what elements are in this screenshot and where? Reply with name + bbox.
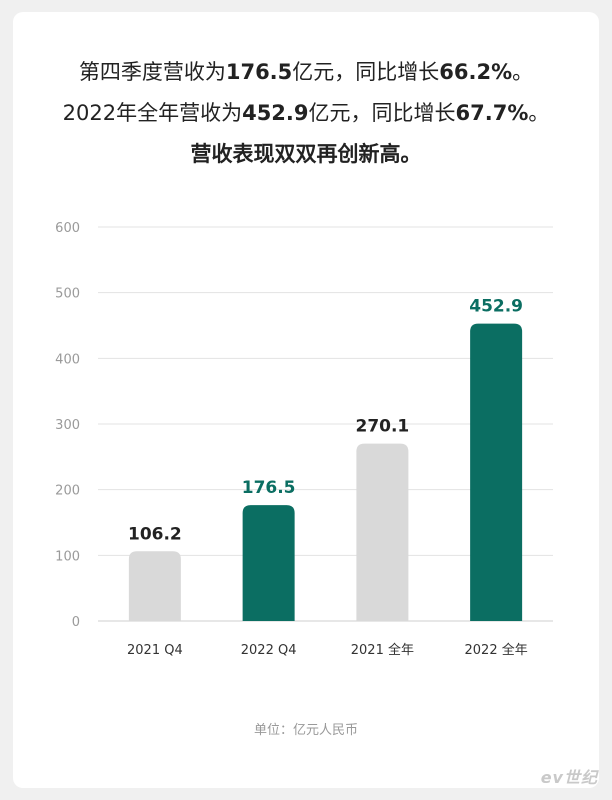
bar — [356, 443, 409, 621]
x-tick-label: 2021 Q4 — [127, 643, 183, 658]
y-tick-label: 200 — [55, 484, 80, 499]
headline-2-value-revenue: 452.9 — [242, 101, 309, 125]
headline-line-3: 营收表现双双再创新高。 — [190, 142, 422, 166]
headline-1-text-a: 第四季度营收为 — [78, 60, 226, 84]
headline-1-text-b: 亿元，同比增长 — [292, 60, 440, 84]
x-tick-label: 2022 全年 — [465, 642, 528, 658]
headline-2-value-growth: 67.7% — [455, 101, 529, 125]
x-tick-label: 2021 全年 — [351, 642, 414, 658]
y-tick-label: 400 — [55, 352, 80, 367]
bar — [470, 323, 523, 621]
unit-label: 单位：亿元人民币 — [253, 723, 358, 738]
headline-1-value-growth: 66.2% — [439, 60, 513, 84]
headline-2-text-c: 。 — [528, 101, 550, 125]
headline-1-value-revenue: 176.5 — [225, 60, 293, 84]
x-tick-label: 2022 Q4 — [241, 643, 297, 658]
headline-2-text-a: 2022年全年营收为 — [62, 101, 243, 125]
headline-1-text-c: 。 — [512, 60, 534, 84]
bar-value-label: 176.5 — [242, 478, 296, 498]
y-tick-label: 0 — [72, 615, 80, 630]
bar — [128, 551, 181, 621]
y-tick-label: 300 — [55, 418, 80, 433]
watermark-logo: ev世纪 — [540, 768, 598, 787]
bar-value-label: 270.1 — [355, 417, 409, 437]
headline-line-2: 2022年全年营收为452.9亿元，同比增长67.7%。 — [0, 98, 612, 128]
y-tick-label: 100 — [55, 549, 80, 564]
y-tick-label: 500 — [55, 287, 80, 302]
y-tick-label: 600 — [55, 221, 80, 236]
headline-line-1: 第四季度营收为176.5亿元，同比增长66.2%。 — [0, 57, 612, 87]
bar — [242, 505, 295, 621]
headline-2-text-b: 亿元，同比增长 — [308, 101, 456, 125]
bar-value-label: 452.9 — [469, 297, 523, 317]
bar-value-label: 106.2 — [128, 524, 182, 544]
